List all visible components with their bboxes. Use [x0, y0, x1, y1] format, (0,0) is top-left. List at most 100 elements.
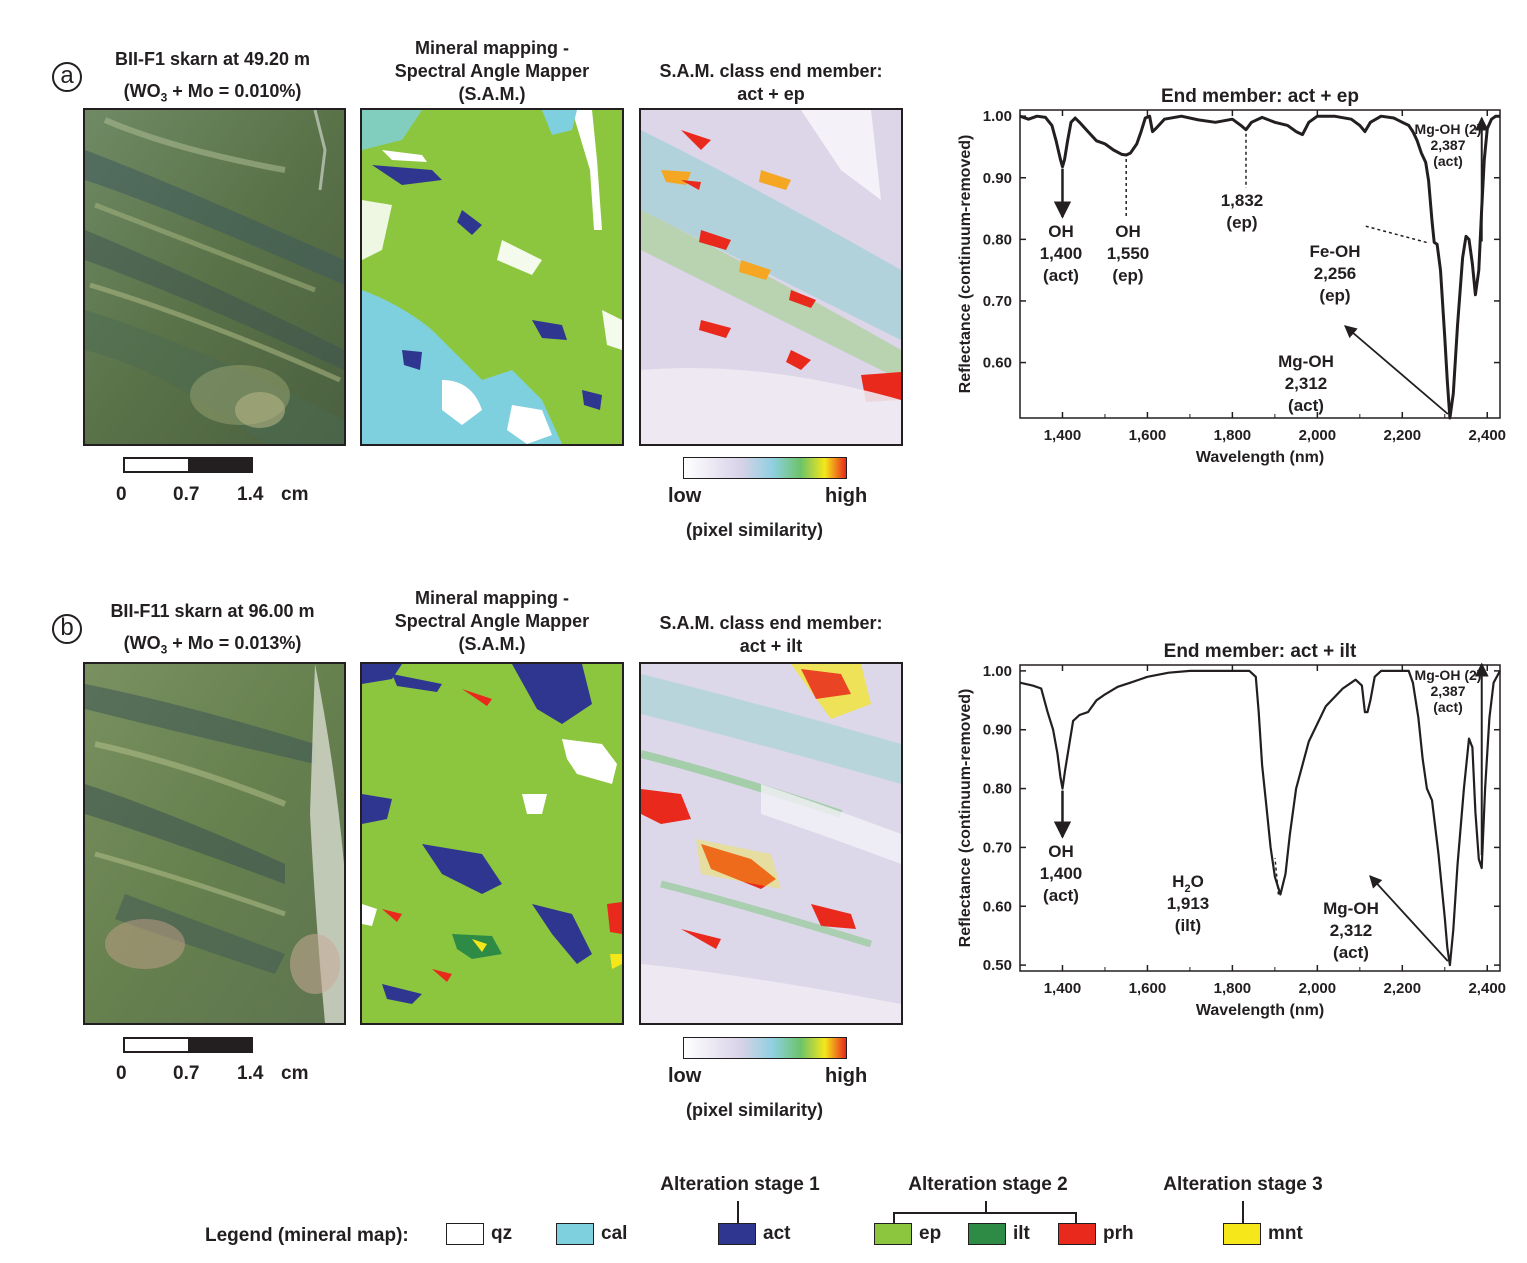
- annotation-text: (act): [1433, 699, 1463, 715]
- legend-swatch-qz: [446, 1223, 484, 1245]
- annotation-leader: [1364, 225, 1427, 244]
- legend-label-qz: qz: [491, 1223, 513, 1244]
- y-tick-label: 0.90: [983, 170, 1012, 187]
- legend-label-prh: prh: [1103, 1223, 1134, 1244]
- annotation-text: (act): [1433, 153, 1463, 169]
- scale-tick-b-2: 1.4: [237, 1063, 264, 1084]
- legend-label-act: act: [763, 1223, 791, 1244]
- stage-2-bracket: [893, 1212, 1077, 1224]
- annotation-leader: [1274, 857, 1280, 895]
- legend-swatch-ep: [874, 1223, 912, 1245]
- colorbar-high-a: high: [825, 485, 868, 507]
- map-title-a-line3: (S.A.M.): [458, 84, 526, 104]
- x-tick-label: 2,400: [1468, 980, 1506, 997]
- x-tick-label: 2,000: [1299, 427, 1337, 444]
- annotation-text: OH: [1115, 222, 1141, 241]
- scale-bar-a: [123, 457, 253, 473]
- spectrum-line: [1019, 669, 1501, 967]
- x-axis-label: Wavelength (nm): [1196, 1002, 1324, 1019]
- plot-frame: [1019, 664, 1501, 972]
- sam-title-b: S.A.M. class end member: act + ilt: [630, 612, 912, 658]
- y-axis-label: Reflectance (continuum-removed): [957, 689, 974, 948]
- annotation-text: 1,913: [1167, 894, 1210, 913]
- chart-a-layer: End member: act + ep 1,400 1,600 1,800 2,000…: [957, 86, 1506, 466]
- annotation-text: 2,387: [1430, 683, 1465, 699]
- annotation-text: Mg-OH (2): [1415, 121, 1482, 137]
- y-tick-label: 0.60: [983, 898, 1012, 915]
- core-title-b: BII-F11 skarn at 96.00 m (WO3 + Mo = 0.0…: [80, 600, 345, 662]
- y-tick-label: 1.00: [983, 663, 1012, 680]
- colorbar-a: [683, 457, 847, 479]
- legend-stage-2: Alteration stage 2: [908, 1174, 1068, 1195]
- sam-title-b-line2: act + ilt: [739, 636, 803, 656]
- annotation-text: Mg-OH: [1278, 352, 1334, 371]
- annotation-text: (ilt): [1175, 916, 1201, 935]
- annotation-text: 1,832: [1221, 191, 1264, 210]
- mineral-map-a: [360, 108, 624, 446]
- core-title-a-line1: BII-F1 skarn at 49.20 m: [114, 49, 311, 69]
- scale-tick-b-1: 0.7: [173, 1063, 200, 1084]
- legend-title: Legend (mineral map):: [205, 1225, 409, 1246]
- core-title-a: BII-F1 skarn at 49.20 m (WO3 + Mo = 0.01…: [80, 48, 345, 110]
- core-photo-a: [83, 108, 346, 446]
- legend-swatch-ilt: [968, 1223, 1006, 1245]
- panel-b-label: b: [52, 614, 82, 644]
- scale-tick-a-0: 0: [116, 484, 127, 505]
- y-tick-label: 0.70: [983, 293, 1012, 310]
- map-title-b-line3: (S.A.M.): [458, 634, 526, 654]
- map-title-b: Mineral mapping - Spectral Angle Mapper …: [362, 587, 622, 656]
- annotation-text: (ep): [1226, 213, 1257, 232]
- stage-2-connector: [985, 1201, 987, 1212]
- scale-tick-a-1: 0.7: [173, 484, 200, 505]
- colorbar-b: [683, 1037, 847, 1059]
- spectrum-line: [1019, 114, 1500, 420]
- annotation-text: (act): [1043, 886, 1079, 905]
- legend-swatch-prh: [1058, 1223, 1096, 1245]
- annotation-text: 1,400: [1040, 864, 1083, 883]
- x-tick-label: 1,800: [1214, 427, 1252, 444]
- colorbar-low-a: low: [668, 485, 702, 507]
- chart-b-layer: End member: act + ilt 1,400 1,600 1,800 2,00…: [957, 641, 1506, 1019]
- legend-swatch-cal: [556, 1223, 594, 1245]
- annotation-text: 1,550: [1107, 244, 1150, 263]
- y-tick-label: 0.80: [983, 781, 1012, 798]
- colorbar-caption-b: (pixel similarity): [686, 1100, 824, 1120]
- y-axis-label: Reflectance (continuum-removed): [957, 135, 974, 394]
- x-tick-label: 1,600: [1129, 427, 1167, 444]
- sam-title-a: S.A.M. class end member: act + ep: [630, 60, 912, 106]
- legend-swatch-act: [718, 1223, 756, 1245]
- x-tick-label: 2,200: [1384, 427, 1422, 444]
- legend-stage-3: Alteration stage 3: [1163, 1174, 1323, 1195]
- annotation-text: Fe-OH: [1310, 242, 1361, 261]
- y-tick-label: 0.70: [983, 839, 1012, 856]
- spectrum-chart-a: End member: act + ep 1,400 1,600 1,800 2,000…: [957, 86, 1506, 466]
- colorbar-low-b: low: [668, 1065, 702, 1087]
- stage-1-connector: [737, 1201, 739, 1223]
- x-axis-label: Wavelength (nm): [1196, 449, 1324, 466]
- colorbar-caption-a: (pixel similarity): [686, 520, 824, 540]
- y-tick-label: 1.00: [983, 108, 1012, 125]
- y-tick-label: 0.50: [983, 957, 1012, 974]
- scale-tick-a-2: 1.4: [237, 484, 264, 505]
- annotation-text: 2,312: [1330, 921, 1373, 940]
- legend-label-cal: cal: [601, 1223, 628, 1244]
- core-title-b-line2: (WO3 + Mo = 0.013%): [123, 633, 302, 657]
- x-tick-label: 2,400: [1468, 427, 1506, 444]
- annotation-text: 2,256: [1314, 264, 1357, 283]
- scale-tick-b-0: 0: [116, 1063, 127, 1084]
- sam-map-a: [639, 108, 903, 446]
- sam-title-a-line2: act + ep: [737, 84, 805, 104]
- legend-label-mnt: mnt: [1268, 1223, 1303, 1244]
- annotation-arrow: [1344, 325, 1449, 415]
- annotation-arrow: [1369, 875, 1449, 962]
- map-title-b-line2: Spectral Angle Mapper: [394, 611, 590, 631]
- scale-unit-a: cm: [281, 484, 309, 505]
- x-tick-label: 1,600: [1129, 980, 1167, 997]
- spectrum-chart-b: End member: act + ilt 1,400 1,600 1,800 2,00…: [957, 641, 1506, 1019]
- map-title-a: Mineral mapping - Spectral Angle Mapper …: [362, 37, 622, 106]
- legend-label-ilt: ilt: [1013, 1223, 1030, 1244]
- legend-stage-1: Alteration stage 1: [660, 1174, 820, 1195]
- stage-3-connector: [1242, 1201, 1244, 1223]
- annotation-text: (act): [1043, 266, 1079, 285]
- annotation-text: Mg-OH (2): [1415, 667, 1482, 683]
